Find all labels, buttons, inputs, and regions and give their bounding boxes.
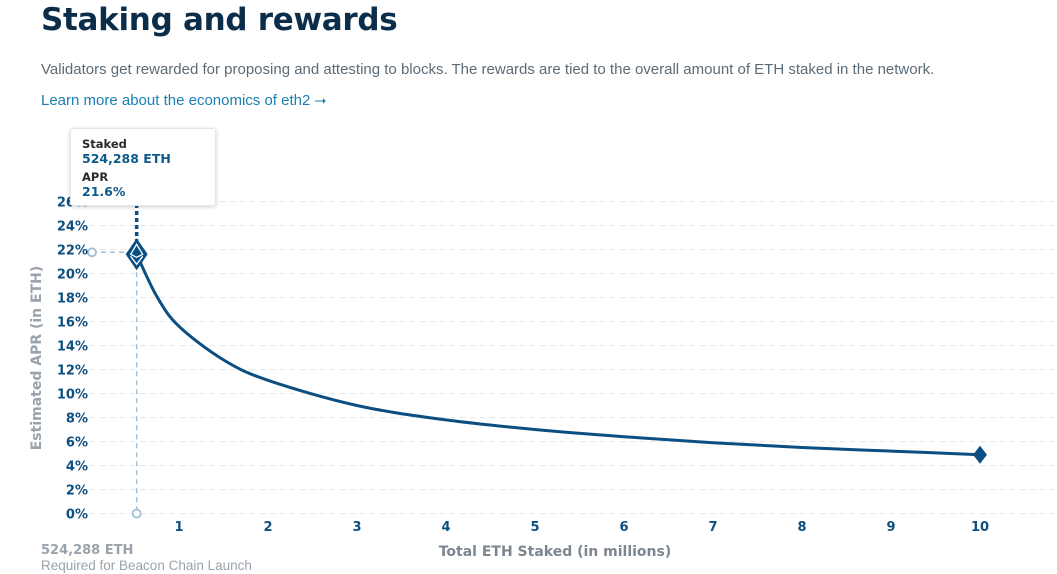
- tooltip-apr-label: APR: [82, 170, 109, 184]
- y-tick-label: 0%: [66, 508, 88, 523]
- y-tick-label: 16%: [57, 316, 88, 331]
- beacon-launch-stake: 524,288 ETH: [41, 543, 134, 558]
- y-tick-label: 22%: [57, 244, 88, 259]
- y-tick-label: 20%: [57, 268, 88, 283]
- tooltip-staked-value: 524,288 ETH: [82, 151, 171, 166]
- end-point-marker[interactable]: [973, 445, 987, 464]
- page-description: Validators get rewarded for proposing an…: [41, 61, 935, 78]
- page-title: Staking and rewards: [41, 2, 398, 38]
- apr-curve-line: [135, 253, 981, 457]
- y-tick-label: 4%: [66, 460, 88, 475]
- x-tick-label: 10: [971, 520, 989, 535]
- y-tick-label: 8%: [66, 412, 88, 427]
- data-tooltip: Staked 524,288 ETH APR 21.6%: [70, 128, 216, 206]
- eth-diamond-icon[interactable]: [125, 238, 148, 271]
- markers: [125, 238, 987, 464]
- y-tick-label: 10%: [57, 388, 88, 403]
- x-axis-ticks: 1 2 3 4 5 6 7 8 9 10: [174, 520, 989, 535]
- beacon-launch-caption: Required for Beacon Chain Launch: [41, 558, 252, 573]
- y-tick-label: 12%: [57, 364, 88, 379]
- x-axis-label: Total ETH Staked (in millions): [439, 544, 672, 560]
- y-tick-label: 24%: [57, 220, 88, 235]
- learn-more-link[interactable]: Learn more about the economics of eth2 ⭢: [41, 92, 327, 109]
- x-tick-label: 4: [441, 520, 450, 535]
- x-tick-label: 8: [797, 520, 806, 535]
- y-axis-label: Estimated APR (in ETH): [29, 266, 45, 451]
- x-guide-dot: [131, 508, 142, 519]
- y-tick-label: 2%: [66, 484, 88, 499]
- y-tick-label: 14%: [57, 340, 88, 355]
- y-tick-label: 18%: [57, 292, 88, 307]
- x-tick-label: 7: [708, 520, 717, 535]
- x-tick-label: 2: [263, 520, 272, 535]
- apr-chart[interactable]: 0%2%4%6%8%10%12%14%16%18%20%22%24%26% 12…: [0, 120, 1057, 574]
- x-tick-label: 6: [619, 520, 628, 535]
- y-guide-dot: [87, 247, 97, 258]
- x-tick-label: 5: [530, 520, 539, 535]
- y-axis-ticks: 0%2%4%6%8%10%12%14%16%18%20%22%24%26%: [57, 196, 88, 523]
- x-tick-label: 1: [174, 520, 183, 535]
- y-tick-label: 6%: [66, 436, 88, 451]
- tooltip-apr-value: 21.6%: [82, 184, 126, 199]
- grid-lines: [90, 201, 1057, 514]
- tooltip-staked-label: Staked: [82, 137, 127, 151]
- x-tick-label: 9: [886, 520, 895, 535]
- x-tick-label: 3: [352, 520, 361, 535]
